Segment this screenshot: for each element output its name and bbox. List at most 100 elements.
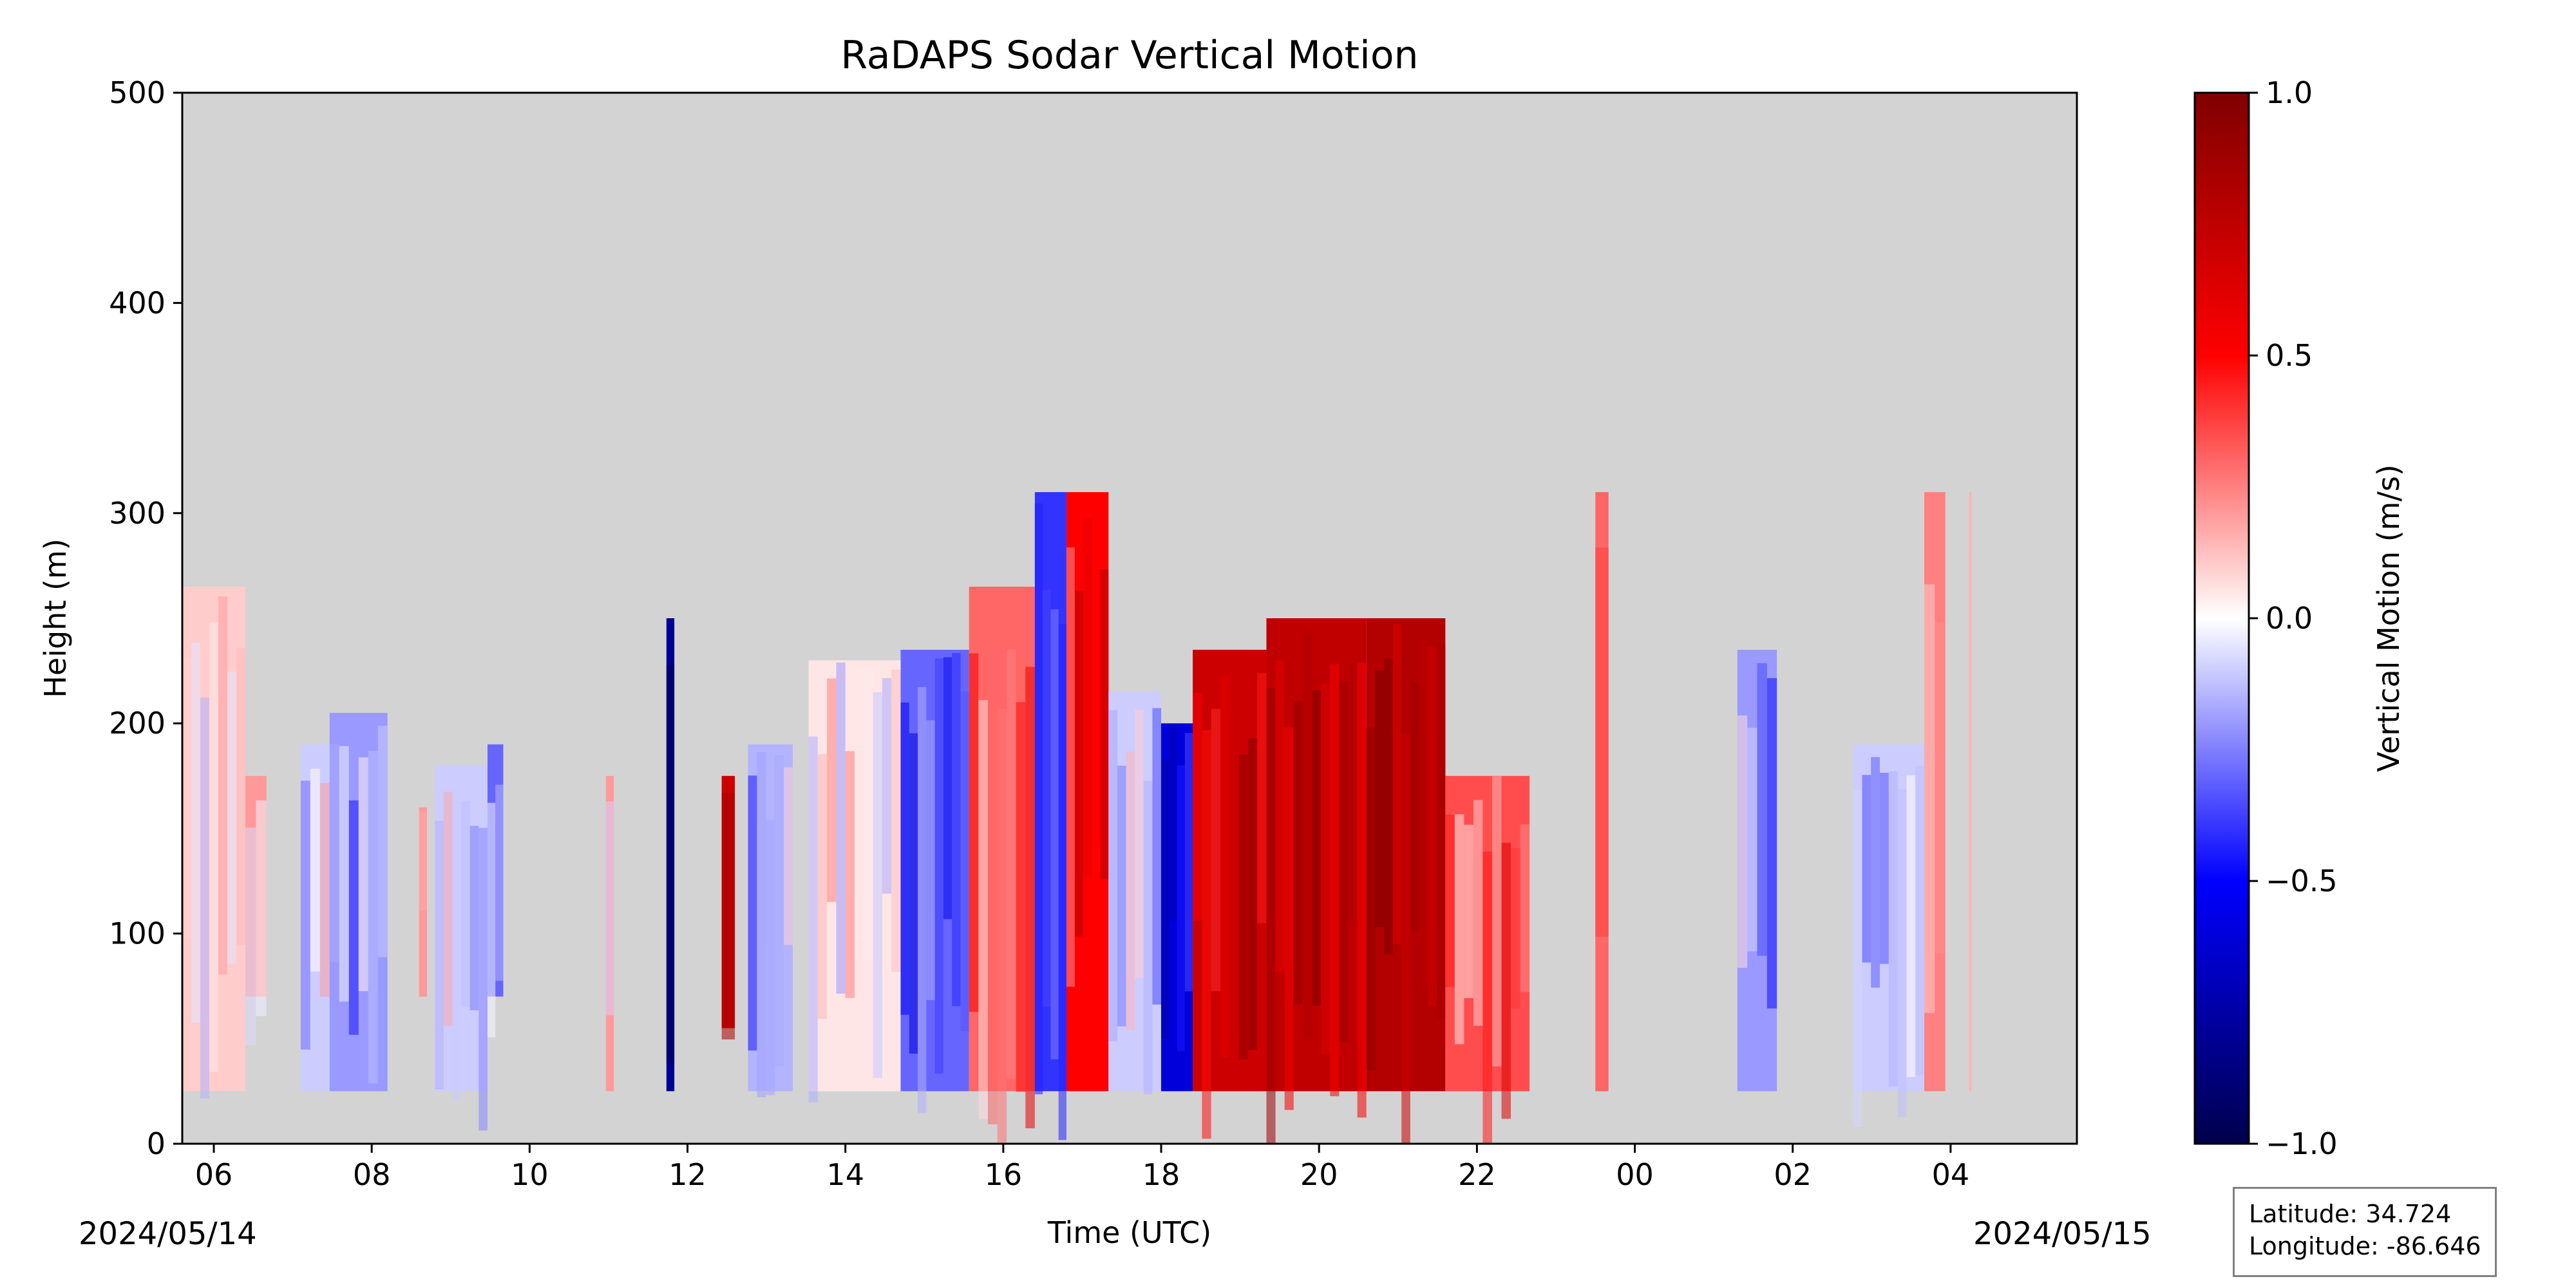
segment-texture <box>882 677 892 894</box>
segment-texture <box>329 744 339 963</box>
data-segment <box>1034 492 1066 1141</box>
segment-texture <box>784 767 793 945</box>
latitude-text: Latitude: 34.724 <box>2249 1200 2452 1228</box>
data-segment <box>419 807 428 997</box>
segment-texture <box>891 669 901 972</box>
segment-texture <box>1007 649 1016 1079</box>
segment-texture <box>1330 664 1340 1097</box>
x-axis-label: Time (UTC) <box>1047 1215 1211 1250</box>
segment-texture <box>1383 659 1393 954</box>
segment-texture <box>1595 547 1609 937</box>
segment-texture <box>256 800 267 1016</box>
segment-texture <box>1473 800 1483 1026</box>
data-segment <box>435 765 488 1131</box>
start-date-label: 2024/05/14 <box>79 1216 257 1252</box>
segment-texture <box>1284 726 1294 1110</box>
segment-texture <box>969 653 979 1012</box>
data-segment <box>1266 618 1367 1144</box>
data-segment <box>1193 649 1267 1139</box>
segment-texture <box>1202 730 1211 1139</box>
segment-texture <box>1193 692 1202 921</box>
segment-texture <box>909 733 918 1054</box>
segment-texture <box>766 820 775 1095</box>
segment-texture <box>926 720 935 1001</box>
x-tick-label: 08 <box>353 1157 391 1192</box>
data-segment <box>1737 649 1777 1092</box>
segment-texture <box>1100 569 1109 880</box>
segment-texture <box>368 750 378 1084</box>
segment-texture <box>960 691 969 1032</box>
colorbar-tick-label: −0.5 <box>2266 864 2338 898</box>
segment-texture <box>845 751 855 998</box>
segment-texture <box>1766 677 1777 1009</box>
segment-texture <box>1016 702 1026 1092</box>
segment-texture <box>1025 667 1035 1129</box>
colorbar-ticks: −1.0 −0.5 0.0 0.5 1.0 <box>2249 75 2338 1161</box>
segment-texture <box>310 768 320 972</box>
segment-texture <box>1293 701 1303 1004</box>
segment-texture <box>1050 609 1059 1059</box>
data-segment <box>300 744 330 1092</box>
segment-texture <box>209 622 219 1072</box>
segment-texture <box>775 755 784 1066</box>
longitude-text: Longitude: -86.646 <box>2249 1232 2481 1260</box>
data-segment <box>900 649 969 1113</box>
y-axis-ticks: 0 100 200 300 400 500 <box>109 75 182 1161</box>
segment-texture <box>1880 773 1889 964</box>
segment-texture <box>1935 621 1946 954</box>
segment-texture <box>218 596 228 974</box>
segment-texture <box>1757 663 1767 956</box>
segment-texture <box>435 820 444 1090</box>
segment-texture <box>864 667 873 960</box>
data-segment <box>1445 775 1530 1144</box>
colorbar <box>2193 91 2250 1145</box>
segment-texture <box>452 800 462 1101</box>
x-tick-label: 20 <box>1300 1157 1338 1192</box>
segment-texture <box>1888 771 1898 1087</box>
segment-texture <box>1853 790 1862 1128</box>
segment-texture <box>997 708 1007 1144</box>
segment-texture <box>817 753 828 1019</box>
segment-texture <box>721 792 735 1040</box>
segment-texture <box>1108 710 1117 1041</box>
data-segment <box>748 744 793 1097</box>
segment-texture <box>1445 814 1455 987</box>
segment-texture <box>1135 709 1144 978</box>
segment-texture <box>1238 754 1248 1060</box>
colorbar-tick-label: 1.0 <box>2266 75 2313 110</box>
segment-texture <box>900 702 909 1015</box>
segment-texture <box>191 642 201 1023</box>
segment-texture <box>1043 589 1051 1007</box>
segment-texture <box>1169 726 1177 922</box>
colorbar-tick-label: 0.5 <box>2266 338 2313 373</box>
data-segment <box>245 775 267 1045</box>
segment-texture <box>757 752 766 1097</box>
segment-texture <box>1247 738 1258 1050</box>
segment-texture <box>1302 634 1312 1038</box>
segment-texture <box>443 791 453 1027</box>
x-tick-label: 06 <box>195 1157 233 1192</box>
x-tick-label: 04 <box>1932 1157 1970 1192</box>
segment-texture <box>1257 673 1267 923</box>
segment-texture <box>1229 675 1239 1035</box>
segment-texture <box>1275 659 1285 972</box>
segment-texture <box>943 657 952 920</box>
data-segment <box>1161 723 1193 1092</box>
chart-title: RaDAPS Sodar Vertical Motion <box>840 33 1418 78</box>
segment-texture <box>1161 760 1170 1038</box>
segment-texture <box>1897 789 1907 1117</box>
segment-texture <box>1143 781 1153 1095</box>
segment-texture <box>1520 824 1530 992</box>
segment-texture <box>666 665 675 1064</box>
segment-texture <box>419 811 428 911</box>
segment-texture <box>1075 591 1084 937</box>
data-segment <box>487 744 504 1037</box>
segment-texture <box>1482 851 1492 1144</box>
segment-texture <box>1419 636 1428 988</box>
segment-texture <box>1410 682 1419 931</box>
plot-frame <box>181 91 2078 1145</box>
segment-texture <box>487 802 496 1037</box>
colorbar-tick-label: −1.0 <box>2266 1126 2338 1161</box>
segment-texture <box>1266 688 1276 1144</box>
